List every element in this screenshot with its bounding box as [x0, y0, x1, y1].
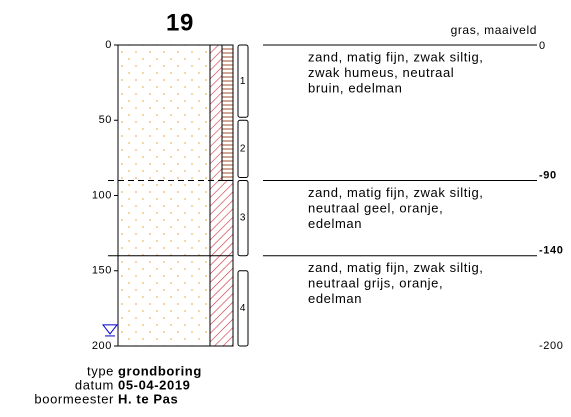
info-value: grondboring: [118, 363, 202, 378]
layer-description: zand, matig fijn, zwak siltig,: [308, 260, 484, 275]
info-key: type: [87, 363, 114, 378]
depth-label: -90: [539, 169, 557, 181]
layer-description: zwak humeus, neutraal: [308, 65, 454, 80]
layer-description: neutraal grijs, oranje,: [308, 276, 443, 291]
info-key: datum: [75, 377, 114, 392]
sample-label: 4: [240, 303, 246, 314]
sample-box: [237, 179, 249, 257]
layer-description: zand, matig fijn, zwak siltig,: [308, 185, 484, 200]
end-depth-label: -200: [539, 340, 563, 352]
sample-label: 1: [240, 76, 246, 87]
title: 19: [166, 9, 194, 36]
depth-label: 0: [539, 40, 546, 52]
sample-label: 2: [240, 143, 246, 154]
layer-description: edelman: [308, 291, 362, 306]
layer-description: edelman: [308, 216, 362, 231]
water-level: [101, 324, 119, 335]
sample-box: [237, 270, 249, 347]
info-key: boormeester: [34, 391, 114, 406]
sample-box: [237, 44, 249, 118]
layer-description: zand, matig fijn, zwak siltig,: [308, 49, 484, 64]
depth-tick-label: 50: [99, 114, 112, 126]
sample-label: 3: [240, 213, 246, 224]
layer-description: neutraal geel, oranje,: [308, 200, 443, 215]
depth-tick-label: 100: [92, 189, 112, 201]
info-value: H. te Pas: [118, 391, 178, 406]
surface-label: gras, maaiveld: [451, 23, 537, 37]
sand-column: [117, 44, 211, 347]
depth-label: -140: [539, 245, 563, 257]
depth-tick-label: 200: [92, 340, 112, 352]
layer-description: bruin, edelman: [308, 80, 402, 95]
sample-box: [237, 119, 249, 178]
depth-tick-label: 150: [92, 265, 112, 277]
depth-tick-label: 0: [105, 39, 112, 51]
humus-column: [221, 44, 234, 181]
info-value: 05-04-2019: [118, 377, 191, 392]
